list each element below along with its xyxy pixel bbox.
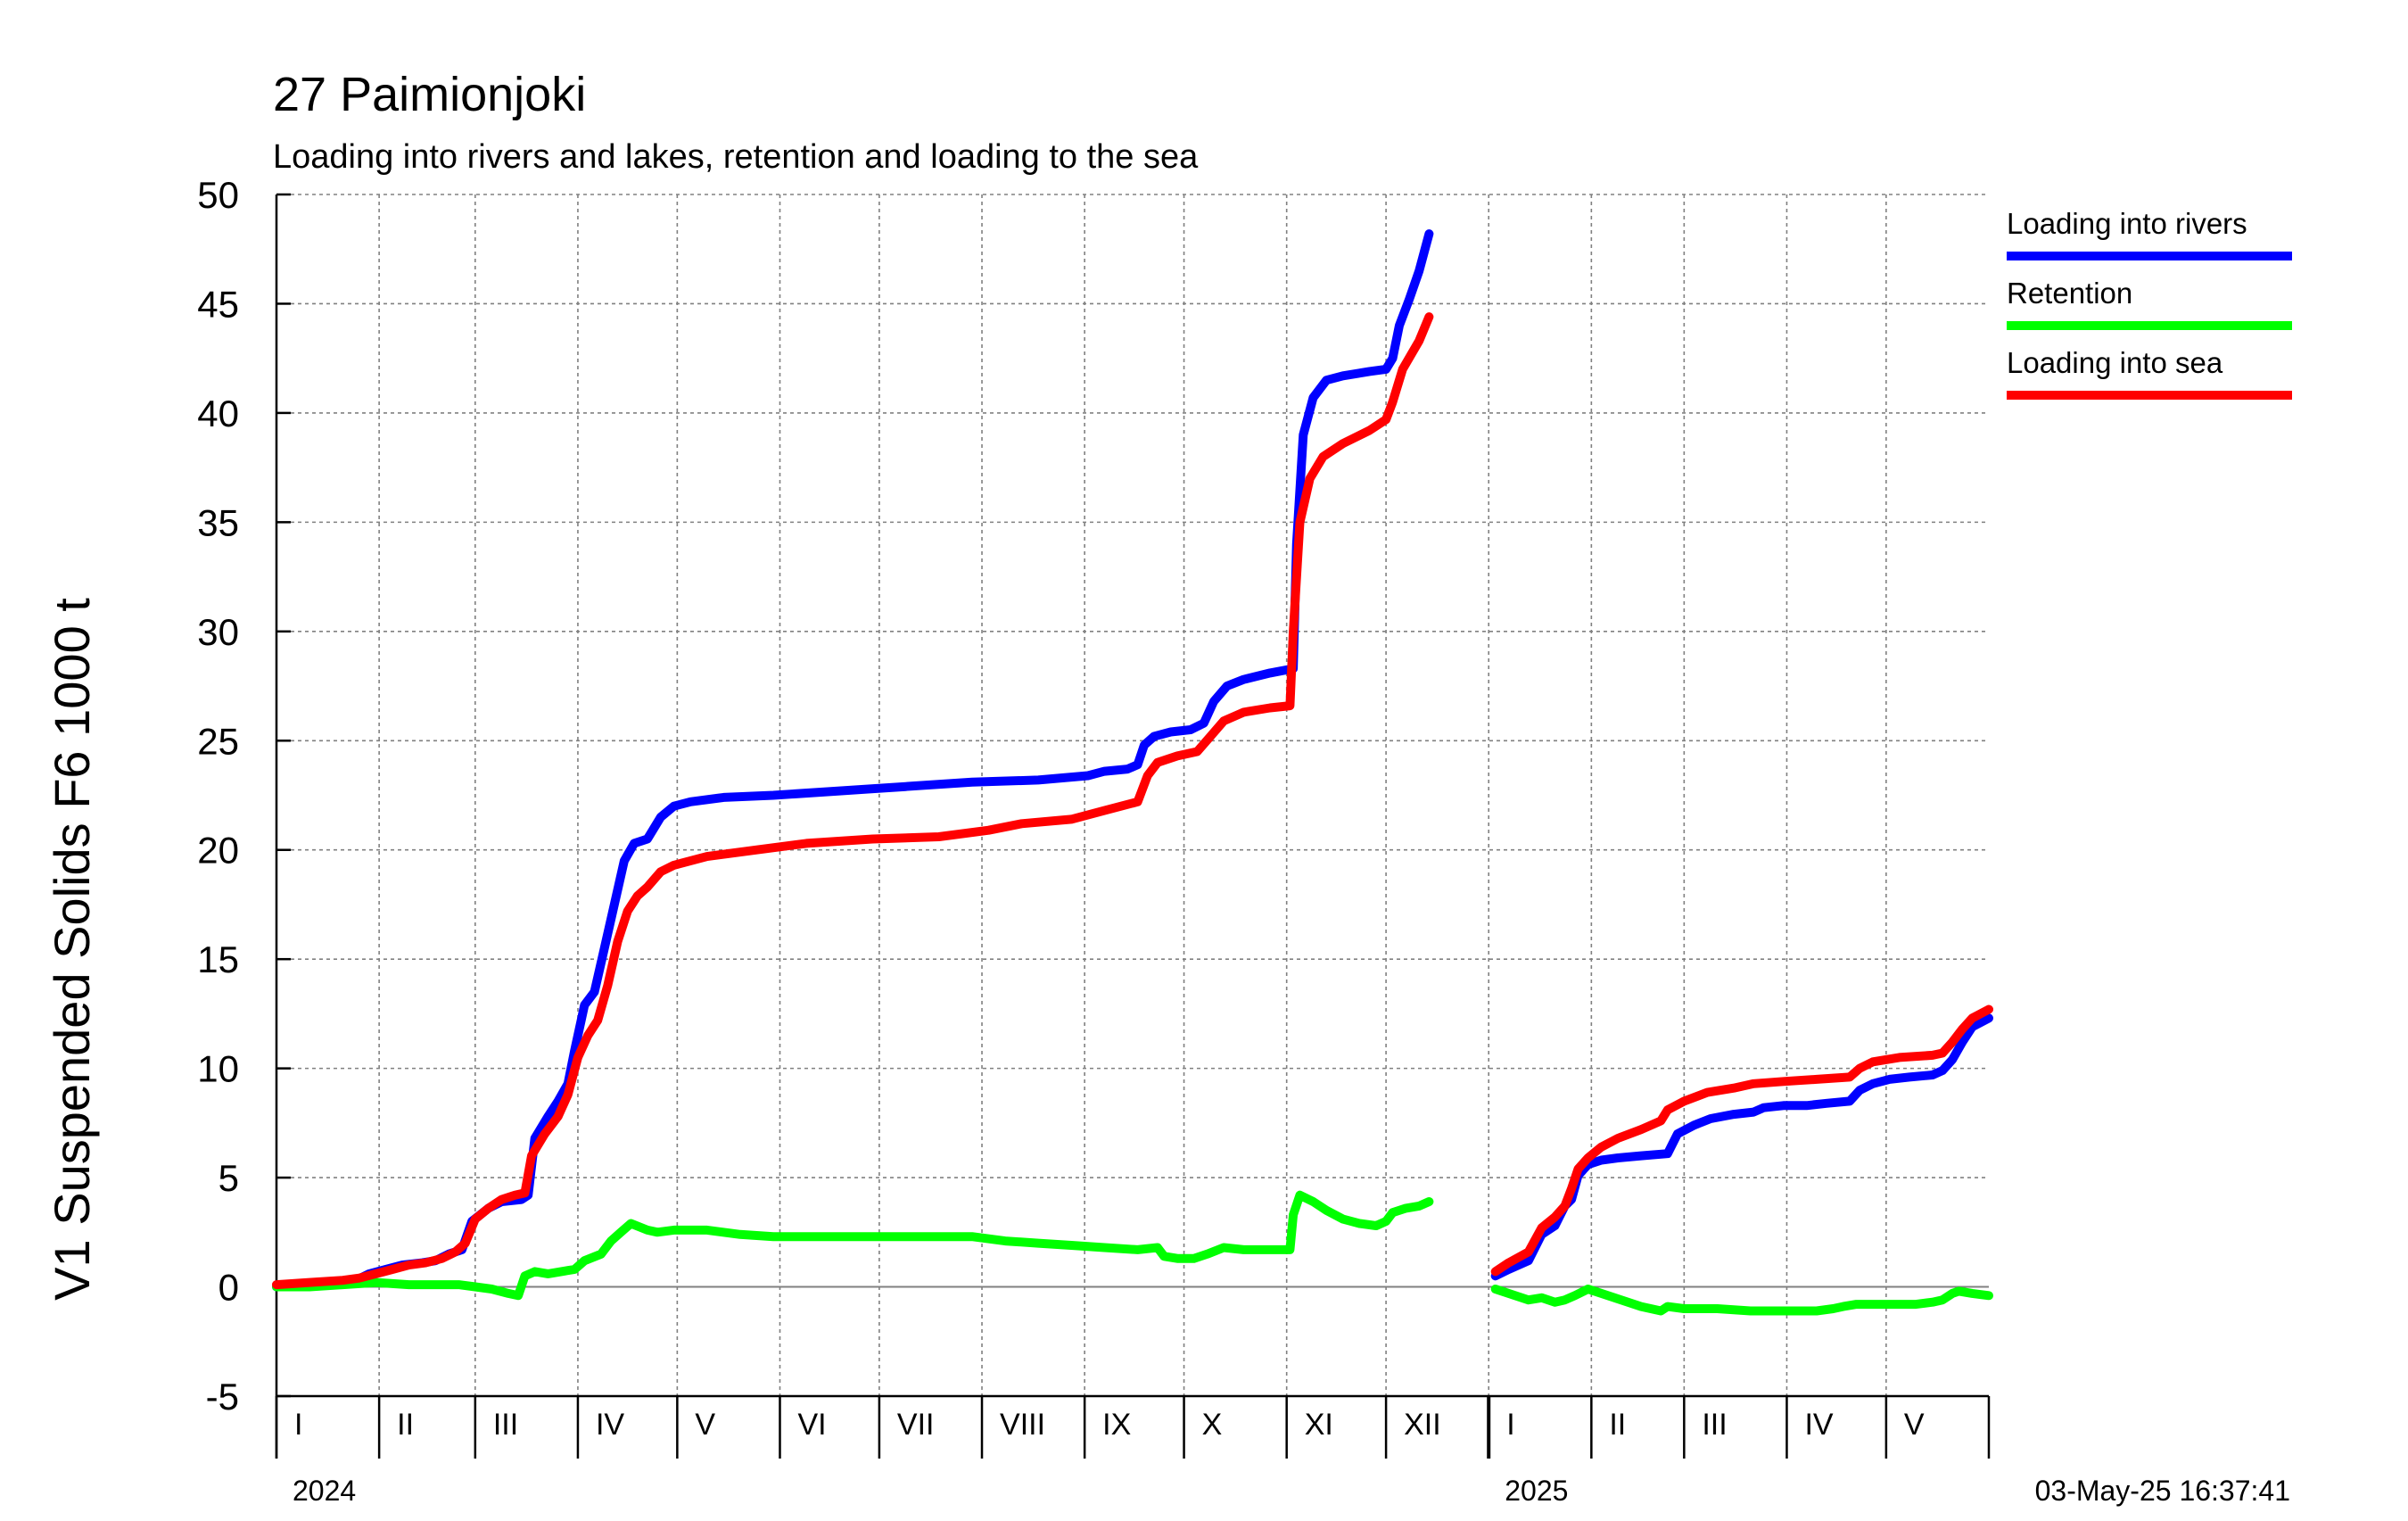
x-month-label: IX <box>1102 1408 1131 1442</box>
y-tick-label: 5 <box>219 1157 239 1199</box>
x-month-label: III <box>493 1408 518 1442</box>
timestamp: 03-May-25 16:37:41 <box>2035 1475 2290 1507</box>
y-tick-label: 15 <box>197 938 239 980</box>
x-month-label: V <box>1904 1408 1925 1442</box>
series-line-loading-into-sea <box>272 312 1434 1290</box>
legend-label: Loading into sea <box>2007 346 2223 379</box>
y-axis-label: V1 Suspended Solids F6 1000 t <box>44 598 100 1301</box>
x-month-label: IV <box>1804 1408 1833 1442</box>
legend-label: Loading into rivers <box>2007 207 2247 240</box>
x-month-label: VI <box>797 1408 826 1442</box>
y-tick-label: 10 <box>197 1048 239 1090</box>
y-tick-label: 50 <box>197 174 239 216</box>
series-line-loading-into-rivers <box>272 229 1434 1292</box>
x-month-label: III <box>1702 1408 1727 1442</box>
series-line-loading-into-sea <box>1490 1004 1993 1277</box>
y-tick-label: 25 <box>197 720 239 762</box>
y-tick-label: 35 <box>197 501 239 543</box>
x-month-label: VIII <box>1000 1408 1045 1442</box>
axes <box>275 194 1989 1459</box>
x-month-label: II <box>397 1408 414 1442</box>
grid <box>276 194 1989 1397</box>
x-month-label: X <box>1202 1408 1223 1442</box>
x-month-label: V <box>695 1408 715 1442</box>
y-tick-label: 0 <box>219 1267 239 1309</box>
x-month-label: VII <box>897 1408 935 1442</box>
y-axis-ticks: -5 0 5 10 15 20 25 30 35 40 45 50 <box>197 174 291 1418</box>
x-month-label: XI <box>1305 1408 1333 1442</box>
y-tick-label: 40 <box>197 393 239 434</box>
y-tick-label: -5 <box>206 1376 239 1418</box>
x-month-label: XII <box>1404 1408 1441 1442</box>
legend: Loading into rivers Retention Loading into… <box>2007 207 2292 400</box>
y-tick-label: 30 <box>197 611 239 653</box>
chart-subtitle: Loading into rivers and lakes, retention… <box>273 138 1199 176</box>
series-line-retention <box>1490 1285 1993 1316</box>
x-month-label: I <box>294 1408 302 1442</box>
x-year-label: 2024 <box>293 1475 356 1507</box>
series-line-retention <box>272 1190 1434 1301</box>
x-month-label: IV <box>596 1408 624 1442</box>
legend-label: Retention <box>2007 277 2132 310</box>
y-tick-label: 45 <box>197 283 239 325</box>
series-lines <box>272 229 1993 1316</box>
x-month-label: II <box>1609 1408 1626 1442</box>
x-month-label: I <box>1506 1408 1514 1442</box>
chart-title: 27 Paimionjoki <box>273 68 586 121</box>
y-tick-label: 20 <box>197 830 239 872</box>
x-year-label: 2025 <box>1505 1475 1568 1507</box>
